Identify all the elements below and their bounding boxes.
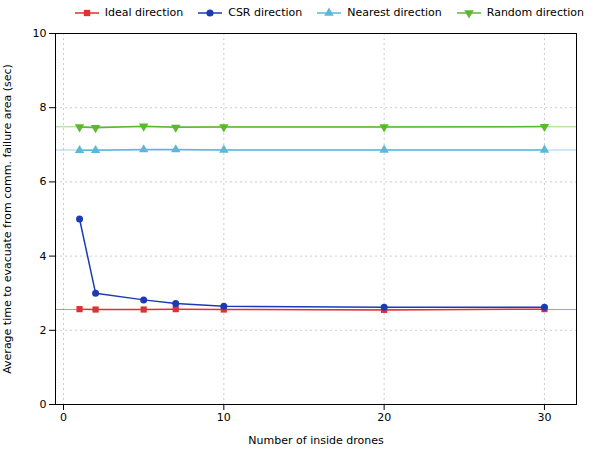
svg-text:0: 0 xyxy=(40,398,47,411)
html-text:Ideal direction: Ideal direction xyxy=(104,6,184,19)
svg-text:Average time to evacuate from: Average time to evacuate from comm. fail… xyxy=(1,64,14,374)
svg-text:6: 6 xyxy=(40,175,47,188)
svg-text:20: 20 xyxy=(377,411,391,424)
html-text:CSR direction: CSR direction xyxy=(228,6,303,19)
svg-text:4: 4 xyxy=(40,250,47,263)
svg-text:30: 30 xyxy=(537,411,551,424)
svg-text:10: 10 xyxy=(33,27,47,40)
svg-text:8: 8 xyxy=(40,101,47,114)
svg-text:0: 0 xyxy=(60,411,67,424)
html-text:Random direction: Random direction xyxy=(486,6,584,19)
svg-text:Number of inside drones: Number of inside drones xyxy=(248,434,384,447)
svg-text:2: 2 xyxy=(40,324,47,337)
svg-text:10: 10 xyxy=(217,411,231,424)
html-text:Nearest direction: Nearest direction xyxy=(347,6,442,19)
